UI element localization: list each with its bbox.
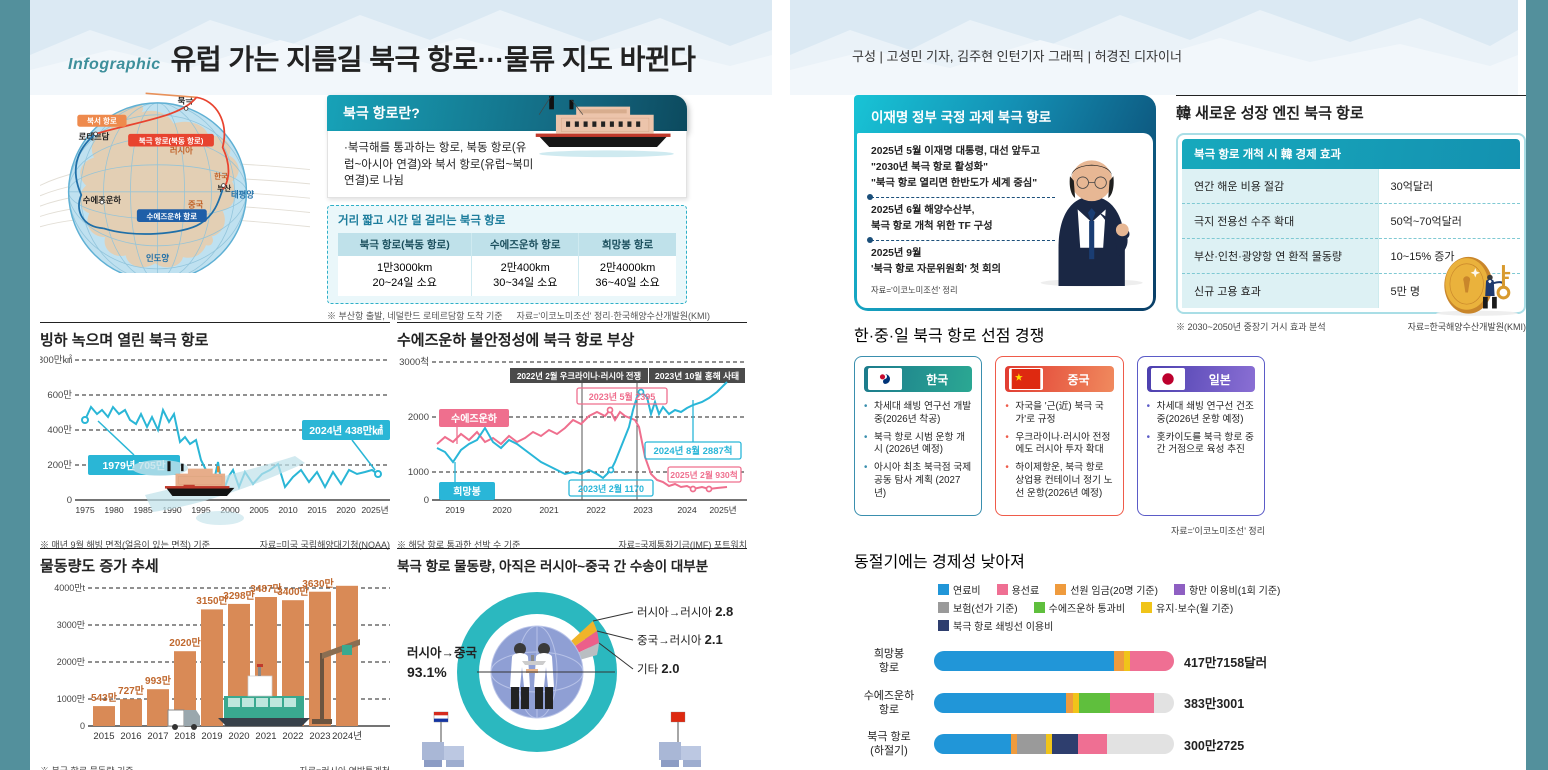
svg-text:1985: 1985 [133,505,152,515]
svg-text:2024: 2024 [677,505,696,515]
svg-text:2010: 2010 [278,505,297,515]
svg-text:2000: 2000 [408,412,429,423]
svg-text:800만㎢: 800만㎢ [40,355,72,366]
svg-text:2023년 10월 홍해 사태: 2023년 10월 홍해 사태 [655,370,739,381]
svg-text:2022년 2월 우크라이나·러시아 전쟁: 2022년 2월 우크라이나·러시아 전쟁 [517,371,641,381]
svg-text:러시아→중국: 러시아→중국 [407,645,478,660]
svg-text:2000만: 2000만 [57,657,85,667]
svg-text:북서 항로: 북서 항로 [87,116,117,126]
svg-text:0: 0 [80,721,85,731]
svg-text:600만: 600만 [47,390,72,401]
svg-text:2024년 8월 2887척: 2024년 8월 2887척 [653,445,732,457]
svg-text:3630만: 3630만 [302,578,334,590]
svg-text:0: 0 [424,495,429,506]
svg-text:993만: 993만 [145,674,172,687]
svg-text:2021: 2021 [255,731,276,742]
svg-text:2016: 2016 [120,731,141,742]
svg-text:2020: 2020 [228,731,249,742]
svg-text:수에즈운하 항로: 수에즈운하 항로 [147,211,198,221]
svg-text:태평양: 태평양 [231,189,254,199]
svg-text:727만: 727만 [118,684,145,697]
svg-text:200만: 200만 [47,460,72,471]
svg-text:한국: 한국 [214,171,228,181]
svg-text:2020: 2020 [492,505,511,515]
svg-text:2019: 2019 [201,731,222,742]
svg-text:3790만t: 3790만t [332,578,367,579]
svg-text:러시아: 러시아 [170,146,193,156]
svg-text:2020만: 2020만 [169,636,201,649]
svg-text:중국: 중국 [188,200,204,210]
svg-text:1000: 1000 [408,467,429,478]
svg-text:러시아→러시아 2.8: 러시아→러시아 2.8 [637,604,733,619]
svg-text:인도양: 인도양 [146,253,169,263]
svg-text:1000만: 1000만 [57,694,85,704]
svg-text:2015: 2015 [93,731,114,742]
svg-text:93.1%: 93.1% [407,664,447,680]
svg-text:2018: 2018 [174,731,195,742]
svg-text:기타 2.0: 기타 2.0 [637,661,679,676]
svg-text:2023: 2023 [309,731,330,742]
svg-text:1980: 1980 [104,505,123,515]
svg-text:희망봉: 희망봉 [453,485,481,498]
svg-text:2024년: 2024년 [332,731,362,742]
svg-text:1975: 1975 [75,505,94,515]
svg-text:2025년: 2025년 [709,505,736,515]
svg-text:수에즈운하: 수에즈운하 [451,412,498,425]
svg-text:2022: 2022 [586,505,605,515]
svg-text:북극 항로(북동 항로): 북극 항로(북동 항로) [139,135,204,145]
svg-text:543만: 543만 [91,691,118,704]
svg-text:3000척: 3000척 [399,357,429,368]
svg-text:3000만: 3000만 [57,620,85,630]
svg-text:0: 0 [67,495,72,506]
svg-text:2020: 2020 [336,505,355,515]
svg-text:2022: 2022 [282,731,303,742]
svg-text:2005: 2005 [249,505,268,515]
svg-text:4000만t: 4000만t [54,583,85,593]
svg-text:2024년 438만㎢: 2024년 438만㎢ [309,424,383,437]
svg-text:2019: 2019 [445,505,464,515]
svg-text:400만: 400만 [47,425,72,436]
svg-text:2025년 2월 930척: 2025년 2월 930척 [670,469,737,480]
svg-text:2025년: 2025년 [361,505,388,515]
svg-text:2015: 2015 [307,505,326,515]
svg-text:2021: 2021 [539,505,558,515]
svg-text:2023년 2월 1170: 2023년 2월 1170 [578,483,644,494]
svg-text:2023년 5월 2395: 2023년 5월 2395 [589,391,656,402]
svg-text:중국→러시아 2.1: 중국→러시아 2.1 [637,632,723,647]
svg-text:2023: 2023 [633,505,652,515]
svg-text:2017: 2017 [147,731,168,742]
